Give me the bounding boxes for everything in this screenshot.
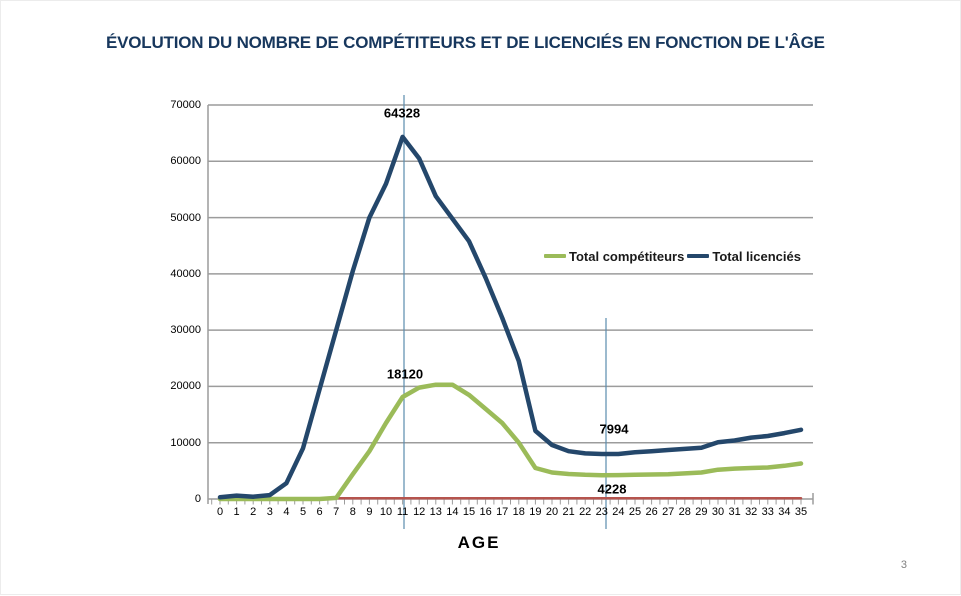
x-axis-title: AGE (457, 533, 501, 552)
data-label-licencies-age23: 7994 (599, 421, 629, 437)
x-tick-label: 19 (529, 506, 542, 518)
x-tick-label: 26 (645, 506, 658, 518)
x-tick-label: 21 (562, 506, 575, 518)
x-tick-label: 2 (250, 506, 257, 518)
x-tick-label: 17 (496, 506, 509, 518)
y-tick-label: 30000 (170, 324, 201, 337)
legend-label-competiteurs: Total compétiteurs (569, 248, 685, 264)
x-tick-label: 3 (266, 506, 273, 518)
x-tick-label: 9 (366, 506, 373, 518)
x-tick-label: 12 (413, 506, 426, 518)
y-tick-label: 0 (194, 493, 201, 505)
x-tick-label: 23 (595, 506, 608, 518)
x-tick-label: 15 (462, 506, 476, 518)
x-tick-label: 4 (283, 506, 290, 518)
x-tick-label: 35 (794, 506, 808, 518)
x-tick-label: 1 (233, 506, 240, 518)
x-tick-label: 6 (316, 506, 323, 518)
y-tick-label: 40000 (170, 267, 201, 280)
legend-label-licencies: Total licenciés (712, 248, 801, 264)
x-tick-label: 24 (612, 506, 625, 518)
slide-title: ÉVOLUTION DU NOMBRE DE COMPÉTITEURS ET D… (106, 33, 825, 52)
y-tick-label: 50000 (170, 211, 201, 224)
y-tick-label: 10000 (170, 436, 201, 449)
x-tick-label: 14 (446, 506, 459, 518)
x-tick-label: 27 (662, 506, 675, 518)
x-tick-label: 10 (379, 506, 393, 518)
legend-swatch-competiteurs (544, 254, 566, 258)
y-tick-label: 70000 (170, 99, 201, 111)
x-tick-label: 8 (349, 506, 356, 518)
x-tick-label: 29 (695, 506, 708, 518)
legend: Total compétiteurs Total licenciés (544, 248, 801, 264)
x-tick-label: 22 (579, 506, 592, 518)
x-tick-label: 18 (512, 506, 525, 518)
x-tick-label: 20 (545, 506, 559, 518)
x-tick-label: 30 (711, 506, 725, 518)
y-tick-label: 20000 (170, 380, 201, 393)
x-tick-label: 16 (479, 506, 492, 518)
x-tick-label: 28 (678, 506, 691, 518)
x-tick-label: 5 (299, 506, 307, 518)
x-tick-label: 0 (216, 506, 224, 518)
data-label-licencies-peak: 64328 (383, 105, 421, 121)
y-tick-label: 60000 (170, 155, 201, 168)
x-tick-label: 33 (761, 506, 774, 518)
series-line-total-competiteurs (217, 382, 804, 502)
data-label-competiteurs-peak: 18120 (386, 366, 424, 382)
page-number: 3 (900, 559, 907, 571)
x-tick-label: 7 (333, 506, 340, 518)
x-tick-label: 31 (728, 506, 741, 518)
series-line-total-licencies (217, 134, 804, 500)
x-tick-label: 32 (745, 506, 758, 518)
x-tick-label: 25 (628, 506, 642, 518)
x-tick-label: 13 (429, 506, 442, 518)
x-tick-label: 11 (396, 506, 409, 518)
data-label-competiteurs-age23: 4228 (597, 481, 627, 497)
legend-swatch-licencies (687, 254, 710, 258)
x-tick-label: 34 (778, 506, 791, 518)
